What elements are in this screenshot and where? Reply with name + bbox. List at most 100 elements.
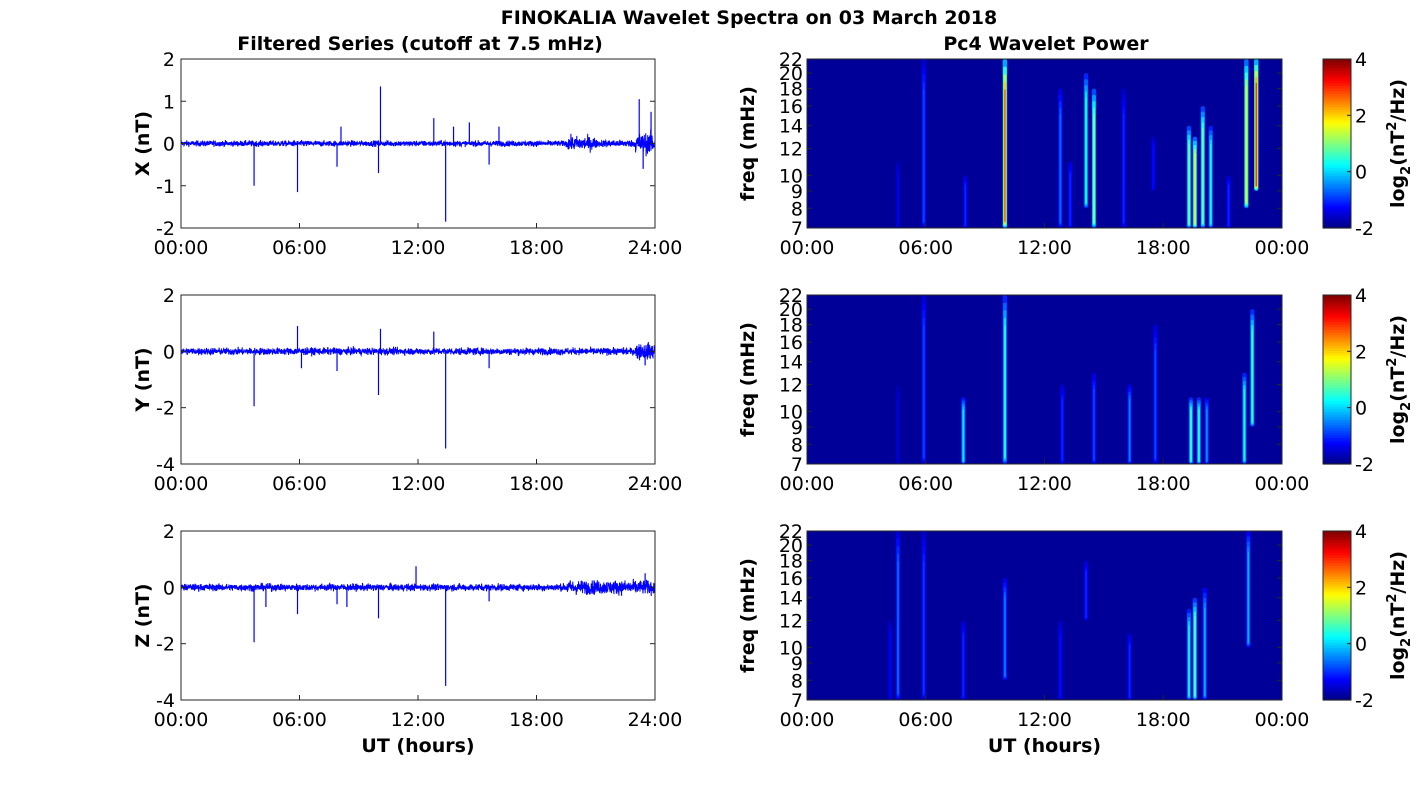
power-x-ytick-label: 14 <box>779 116 803 138</box>
power-y-ytick-label: 20 <box>779 299 803 321</box>
power-y-colorbar-cell <box>1323 368 1351 373</box>
power-y-colorbar-tick-label: -2 <box>1355 454 1374 476</box>
power-x-colorbar-frame <box>1322 58 1352 229</box>
power-y-colorbar-cell <box>1323 458 1351 462</box>
power-y-burst-core <box>897 398 899 462</box>
power-z-colorbar-cell <box>1323 668 1351 672</box>
power-x-ytick-label: 7 <box>791 218 803 240</box>
series-y-ytick-label: 2 <box>163 285 175 307</box>
power-z-colorbar-cell <box>1323 692 1351 696</box>
power-z-colorbar-cell <box>1323 628 1351 632</box>
power-x-colorbar-cell <box>1323 201 1351 205</box>
power-y-burst-core <box>1154 349 1156 459</box>
power-z-ytick-label: 18 <box>779 551 803 573</box>
power-x-ytick-label: 12 <box>779 138 803 160</box>
power-x-ytick-label: 20 <box>779 63 803 85</box>
power-y-colorbar-label-part: 2 <box>1385 358 1400 367</box>
power-z-colorbar-cell <box>1323 546 1351 551</box>
power-y-burst-core <box>923 325 925 458</box>
power-x-burst <box>1186 125 1192 228</box>
power-z-colorbar-cell <box>1323 604 1351 609</box>
power-z-burst-core <box>1194 616 1196 697</box>
power-y-colorbar-cell <box>1323 392 1351 396</box>
power-y-colorbar-cell <box>1323 429 1351 433</box>
power-y-colorbar-cell <box>1323 331 1351 336</box>
series-z-ytick-label: -2 <box>156 634 175 656</box>
power-z-xtick-label: 00:00 <box>780 709 835 731</box>
power-z-ytick-label: 12 <box>779 610 803 632</box>
power-x-ytick-label: 22 <box>779 49 803 71</box>
power-y-colorbar-cell <box>1323 403 1351 407</box>
power-x-colorbar-cell <box>1323 148 1351 153</box>
power-z-burst-core <box>1204 607 1206 696</box>
power-y-burst <box>961 397 966 464</box>
series-z-ytick-label: -4 <box>156 690 175 712</box>
power-y-colorbar-cell <box>1323 408 1351 412</box>
power-y-colorbar-label: log2(nT2/Hz) <box>1385 315 1414 444</box>
power-x-burst <box>921 59 927 228</box>
power-z-colorbar-cell <box>1323 633 1351 638</box>
power-x-burst-core <box>1227 184 1230 227</box>
power-x-burst <box>1226 175 1231 228</box>
series-y-ylabel: Y (nT) <box>132 347 154 412</box>
power-y-colorbar-cell <box>1323 353 1351 357</box>
power-x-colorbar-label-part: /Hz) <box>1387 79 1409 122</box>
power-x-colorbar-cell <box>1323 214 1351 219</box>
power-x-burst <box>1091 88 1097 228</box>
power-y-colorbar-cell <box>1323 427 1351 431</box>
power-z-colorbar-tick-label: 0 <box>1355 634 1367 656</box>
power-x-colorbar-cell <box>1323 204 1351 208</box>
power-y-burst-core <box>1251 330 1253 423</box>
power-x-colorbar-cell <box>1323 172 1351 176</box>
power-y-colorbar-cell <box>1323 437 1351 441</box>
power-y-colorbar-tick-label: 4 <box>1355 285 1367 307</box>
power-x-colorbar-cell <box>1323 111 1351 116</box>
series-z-panel: -4 -2 0 2 Z (nT) 00:00 06:00 12:00 18:00 24:00 UT … <box>132 521 682 757</box>
power-x-burst <box>1121 88 1126 228</box>
power-y-colorbar-cell <box>1323 366 1351 370</box>
power-x-colorbar-cell <box>1323 151 1351 155</box>
power-y-ytick-label: 8 <box>791 434 803 456</box>
power-y-colorbar-cell <box>1323 411 1351 415</box>
power-z-colorbar-label-part: log <box>1387 647 1409 680</box>
power-y-colorbar-cell <box>1323 445 1351 449</box>
power-y-colorbar-cell <box>1323 461 1351 465</box>
power-y-xtick-label: 12:00 <box>1017 473 1072 495</box>
power-z-colorbar-cell <box>1323 573 1351 577</box>
power-x-colorbar-cell <box>1323 185 1351 189</box>
power-y-ytick-label: 14 <box>779 352 803 374</box>
power-x-colorbar-cell <box>1323 122 1351 126</box>
power-x-burst <box>1151 136 1156 191</box>
power-x-colorbar-cell <box>1323 164 1351 168</box>
power-x-burst <box>963 175 968 228</box>
power-x-colorbar-cell <box>1323 127 1351 131</box>
power-y-colorbar-cell <box>1323 305 1351 309</box>
power-x-colorbar-cell <box>1323 80 1351 84</box>
power-z-burst <box>895 531 901 700</box>
power-x-colorbar-cell <box>1323 212 1351 216</box>
power-z-heatmap-bg <box>807 531 1282 700</box>
power-y-ylabel: freq (mHz) <box>737 322 759 437</box>
power-z-colorbar-cell <box>1323 644 1351 648</box>
series-y-ytick-label: -2 <box>156 398 175 420</box>
series-x-ytick-label: 2 <box>163 49 175 71</box>
power-x-colorbar-tick-label: 2 <box>1355 105 1367 127</box>
power-z-colorbar-cell <box>1323 602 1351 606</box>
power-z-xlabel: UT (hours) <box>988 735 1101 757</box>
power-z-colorbar-tick-label: 4 <box>1355 521 1367 543</box>
power-x-colorbar-cell <box>1323 175 1351 179</box>
power-x-burst-core <box>1085 97 1087 204</box>
power-y-colorbar-cell <box>1323 300 1351 304</box>
series-x-ytick-label: -1 <box>156 176 175 198</box>
power-z-ylabel: freq (mHz) <box>737 558 759 673</box>
power-y-colorbar-cell <box>1323 347 1351 352</box>
power-z-burst-core <box>1188 625 1190 697</box>
series-y-trace <box>180 341 656 361</box>
power-y-colorbar-cell <box>1323 379 1351 383</box>
power-y-colorbar-cell <box>1323 342 1351 346</box>
power-y-colorbar-label-part: log <box>1387 411 1409 444</box>
power-y-ytick-label: 22 <box>779 285 803 307</box>
